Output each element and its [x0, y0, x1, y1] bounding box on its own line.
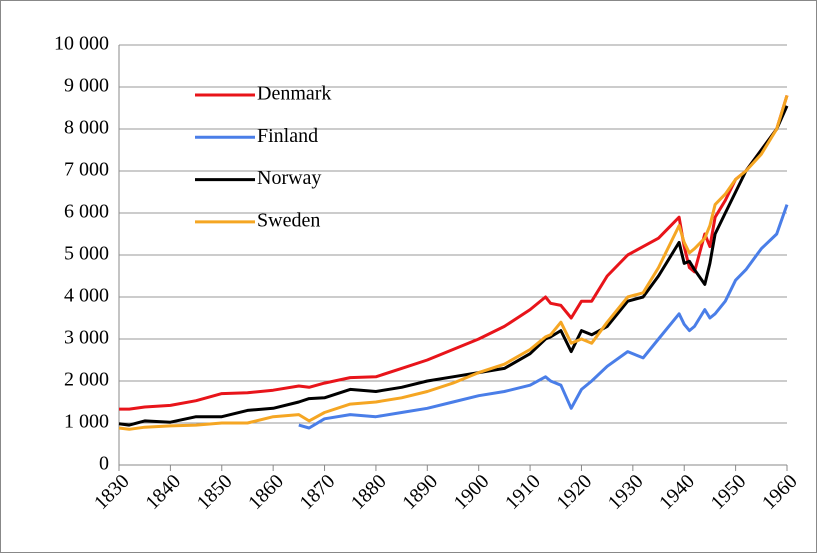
y-tick-label: 1 000	[64, 411, 109, 433]
legend-label: Sweden	[257, 209, 320, 231]
legend-label: Denmark	[257, 83, 331, 105]
y-tick-label: 10 000	[54, 33, 109, 55]
y-tick-label: 6 000	[64, 201, 109, 223]
y-tick-label: 5 000	[64, 243, 109, 265]
series-line	[119, 94, 789, 411]
y-tick-label: 2 000	[64, 369, 109, 391]
y-tick-label: 0	[99, 453, 109, 475]
y-tick-label: 7 000	[64, 159, 109, 181]
legend-label: Norway	[257, 167, 321, 189]
y-tick-label: 9 000	[64, 75, 109, 97]
legend-label: Finland	[257, 125, 318, 147]
series-line	[298, 204, 789, 430]
y-tick-label: 8 000	[64, 117, 109, 139]
series-line	[118, 94, 789, 431]
y-tick-label: 4 000	[64, 285, 109, 307]
series-line	[118, 105, 789, 427]
y-tick-label: 3 000	[64, 327, 109, 349]
